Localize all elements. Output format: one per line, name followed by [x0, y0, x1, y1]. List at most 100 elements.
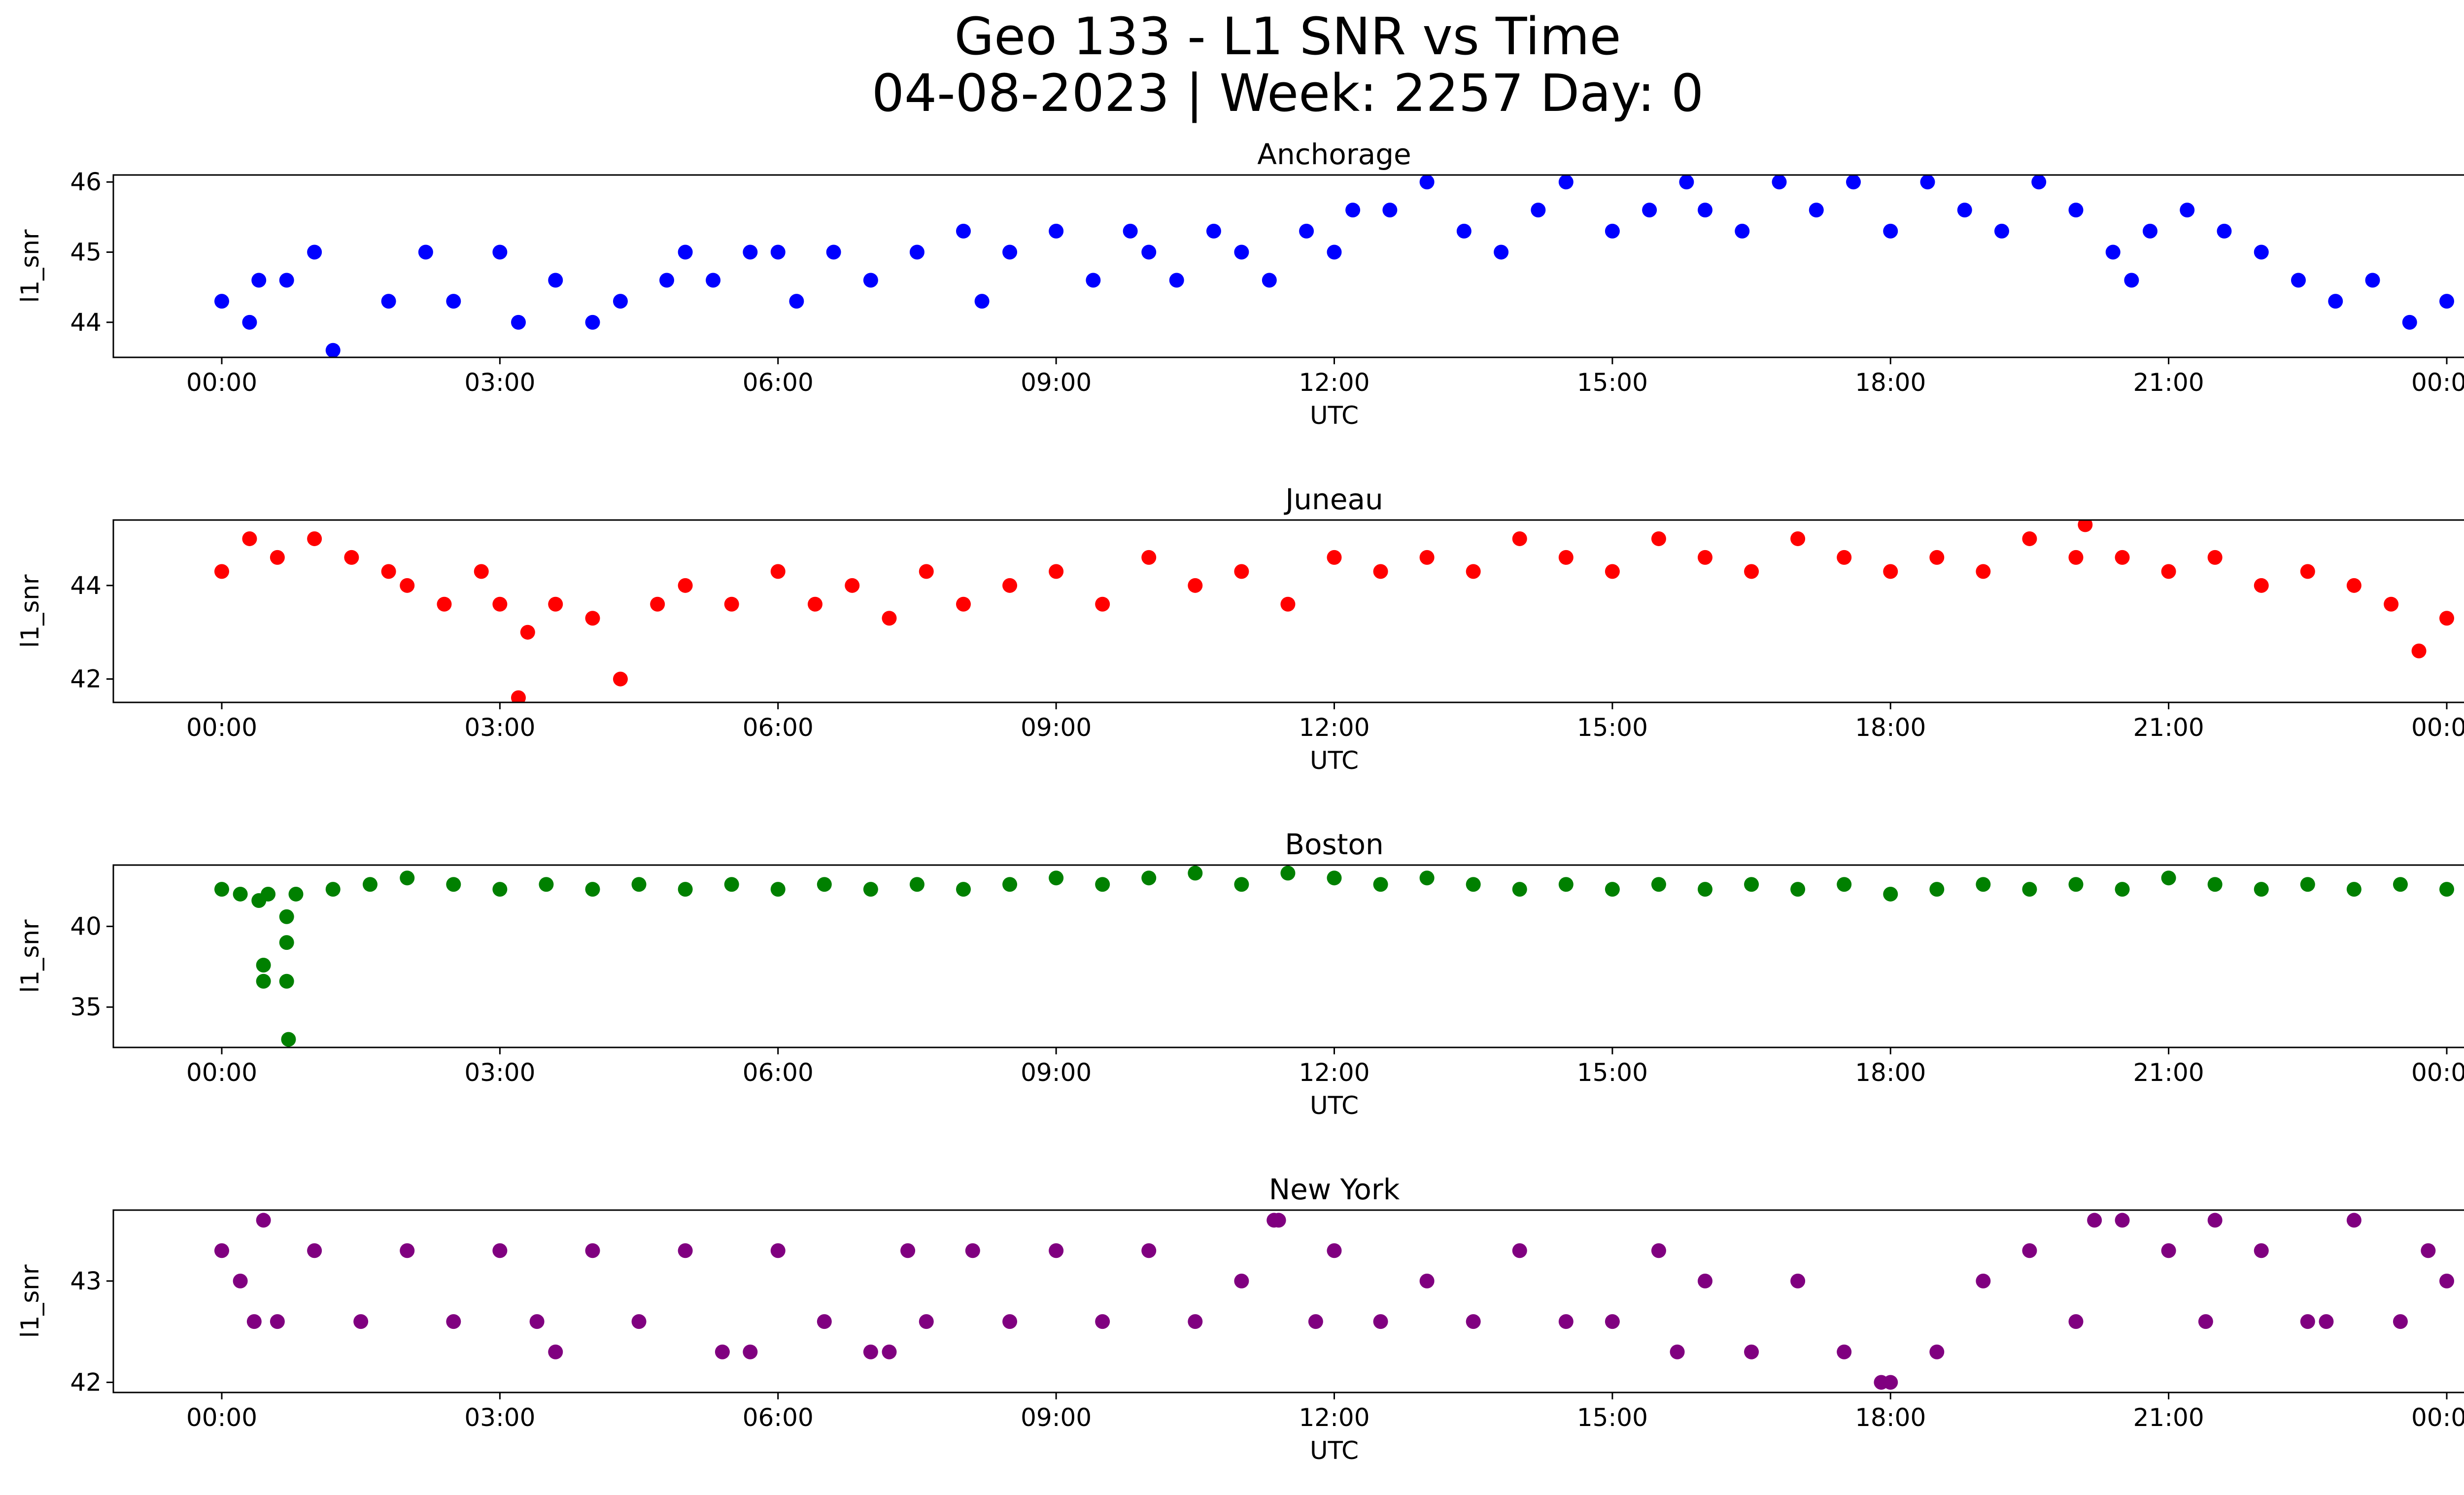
data-point: [400, 578, 415, 593]
data-point: [1920, 175, 1935, 190]
data-point: [270, 550, 285, 565]
y-tick-label: 42: [70, 1368, 102, 1396]
y-axis-label: l1_snr: [16, 574, 44, 648]
data-point: [1466, 1314, 1481, 1329]
y-tick-label: 35: [70, 993, 102, 1021]
data-point: [1994, 223, 2009, 239]
x-tick-label: 21:00: [2133, 1058, 2204, 1087]
data-point: [1095, 596, 1110, 612]
data-point: [585, 611, 600, 626]
data-point: [2254, 244, 2269, 260]
x-tick-label: 06:00: [743, 1058, 814, 1087]
data-point: [279, 935, 294, 950]
data-point: [1642, 203, 1657, 218]
data-point: [1002, 244, 1018, 260]
data-point: [900, 1243, 916, 1258]
data-point: [1141, 1243, 1157, 1258]
data-point: [2161, 870, 2176, 886]
data-point: [613, 294, 628, 309]
data-point: [214, 294, 229, 309]
data-point: [418, 244, 433, 260]
data-point: [1883, 1375, 1898, 1390]
data-point: [492, 882, 508, 897]
x-tick-label: 00:00: [186, 368, 257, 397]
data-point: [1846, 175, 1861, 190]
data-point: [1494, 244, 1509, 260]
data-point: [1188, 578, 1203, 593]
data-point: [2402, 314, 2417, 330]
data-point: [974, 294, 990, 309]
data-point: [1086, 273, 1101, 288]
scatter-series: [214, 520, 2454, 702]
data-point: [2365, 273, 2380, 288]
data-point: [2439, 882, 2454, 897]
data-point: [2068, 877, 2084, 892]
subplot-title: Anchorage: [1257, 138, 1411, 171]
data-point: [1049, 1243, 1064, 1258]
data-point: [242, 531, 257, 546]
data-point: [1373, 877, 1388, 892]
data-point: [1976, 877, 1991, 892]
data-point: [678, 882, 693, 897]
data-point: [1651, 1243, 1666, 1258]
data-point: [770, 1243, 786, 1258]
data-point: [1327, 244, 1342, 260]
x-tick-label: 03:00: [464, 368, 535, 397]
data-point: [1456, 223, 1472, 239]
data-point: [256, 973, 271, 989]
data-point: [2393, 1314, 2408, 1329]
data-point: [214, 1243, 229, 1258]
x-tick-label: 12:00: [1299, 368, 1369, 397]
data-point: [307, 531, 322, 546]
x-tick-label: 00:00: [186, 1058, 257, 1087]
data-point: [2078, 520, 2093, 532]
x-tick-label: 09:00: [1021, 1403, 1092, 1432]
subplot-title: Juneau: [1284, 483, 1383, 516]
data-point: [1558, 877, 1574, 892]
data-point: [1790, 882, 1806, 897]
data-point: [511, 314, 526, 330]
data-point: [2124, 273, 2139, 288]
data-point: [1373, 564, 1388, 579]
data-point: [1512, 531, 1527, 546]
scatter-series: [214, 175, 2454, 357]
data-point: [492, 596, 508, 612]
x-tick-label: 00:00: [2411, 713, 2464, 742]
data-point: [539, 877, 554, 892]
data-point: [919, 1314, 934, 1329]
data-point: [1837, 550, 1852, 565]
data-point: [919, 564, 934, 579]
data-point: [1308, 1314, 1323, 1329]
data-point: [2022, 882, 2037, 897]
data-point: [965, 1243, 980, 1258]
data-point: [1651, 877, 1666, 892]
data-point: [446, 877, 461, 892]
data-point: [1772, 175, 1787, 190]
x-tick-label: 18:00: [1855, 1058, 1926, 1087]
data-point: [909, 877, 924, 892]
data-point: [1234, 564, 1249, 579]
data-point: [2439, 294, 2454, 309]
x-axis-label: UTC: [1310, 1091, 1359, 1120]
y-axis-label: l1_snr: [16, 919, 44, 993]
x-tick-label: 06:00: [743, 713, 814, 742]
data-point: [307, 244, 322, 260]
data-point: [446, 294, 461, 309]
data-point: [770, 244, 786, 260]
x-tick-label: 00:00: [2411, 1058, 2464, 1087]
x-tick-label: 15:00: [1577, 1403, 1648, 1432]
data-point: [325, 343, 341, 357]
y-axis-label: l1_snr: [16, 229, 44, 303]
data-point: [2421, 1243, 2436, 1258]
data-point: [279, 909, 294, 924]
data-point: [381, 294, 396, 309]
data-point: [381, 564, 396, 579]
data-point: [437, 596, 452, 612]
data-point: [353, 1314, 369, 1329]
data-point: [325, 882, 341, 897]
data-point: [1262, 273, 1277, 288]
data-point: [1327, 550, 1342, 565]
scatter-series: [214, 1213, 2454, 1390]
data-point: [2115, 550, 2130, 565]
data-point: [548, 1344, 563, 1359]
